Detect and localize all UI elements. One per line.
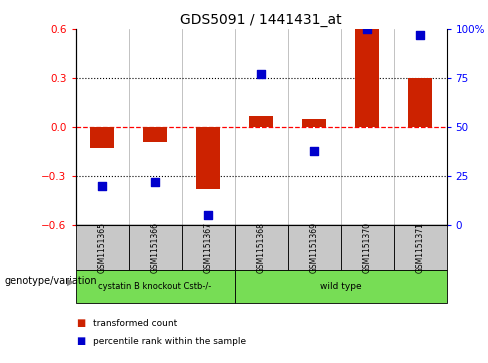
Point — [257, 71, 265, 77]
Bar — [249, 115, 273, 127]
Text: ■: ■ — [76, 318, 85, 328]
Point — [98, 183, 106, 189]
Point — [151, 179, 159, 185]
Text: genotype/variation: genotype/variation — [5, 276, 98, 286]
Text: GSM1151370: GSM1151370 — [363, 222, 371, 273]
Text: ▶: ▶ — [67, 276, 75, 286]
Bar — [196, 127, 220, 189]
Bar — [129, 225, 182, 270]
Text: transformed count: transformed count — [93, 319, 177, 327]
Bar — [182, 225, 235, 270]
Bar — [408, 78, 432, 127]
Bar — [90, 127, 114, 148]
Bar — [302, 119, 326, 127]
Bar — [355, 29, 379, 127]
Point — [363, 26, 371, 32]
Bar — [76, 225, 129, 270]
Point — [310, 148, 318, 154]
Text: wild type: wild type — [320, 282, 362, 291]
Text: ■: ■ — [76, 336, 85, 346]
Text: GSM1151365: GSM1151365 — [98, 222, 107, 273]
Point — [204, 212, 212, 218]
Text: GSM1151366: GSM1151366 — [151, 222, 160, 273]
Text: cystatin B knockout Cstb-/-: cystatin B knockout Cstb-/- — [99, 282, 212, 291]
Point — [416, 32, 424, 38]
Bar — [341, 225, 393, 270]
Bar — [287, 225, 341, 270]
Text: GSM1151369: GSM1151369 — [309, 222, 319, 273]
Bar — [235, 225, 287, 270]
Text: GSM1151368: GSM1151368 — [257, 222, 265, 273]
Bar — [235, 270, 447, 303]
Text: GSM1151371: GSM1151371 — [415, 222, 425, 273]
Bar — [393, 225, 447, 270]
Bar — [76, 270, 235, 303]
Text: percentile rank within the sample: percentile rank within the sample — [93, 337, 246, 346]
Text: GSM1151367: GSM1151367 — [203, 222, 213, 273]
Title: GDS5091 / 1441431_at: GDS5091 / 1441431_at — [180, 13, 342, 26]
Bar — [143, 127, 167, 142]
